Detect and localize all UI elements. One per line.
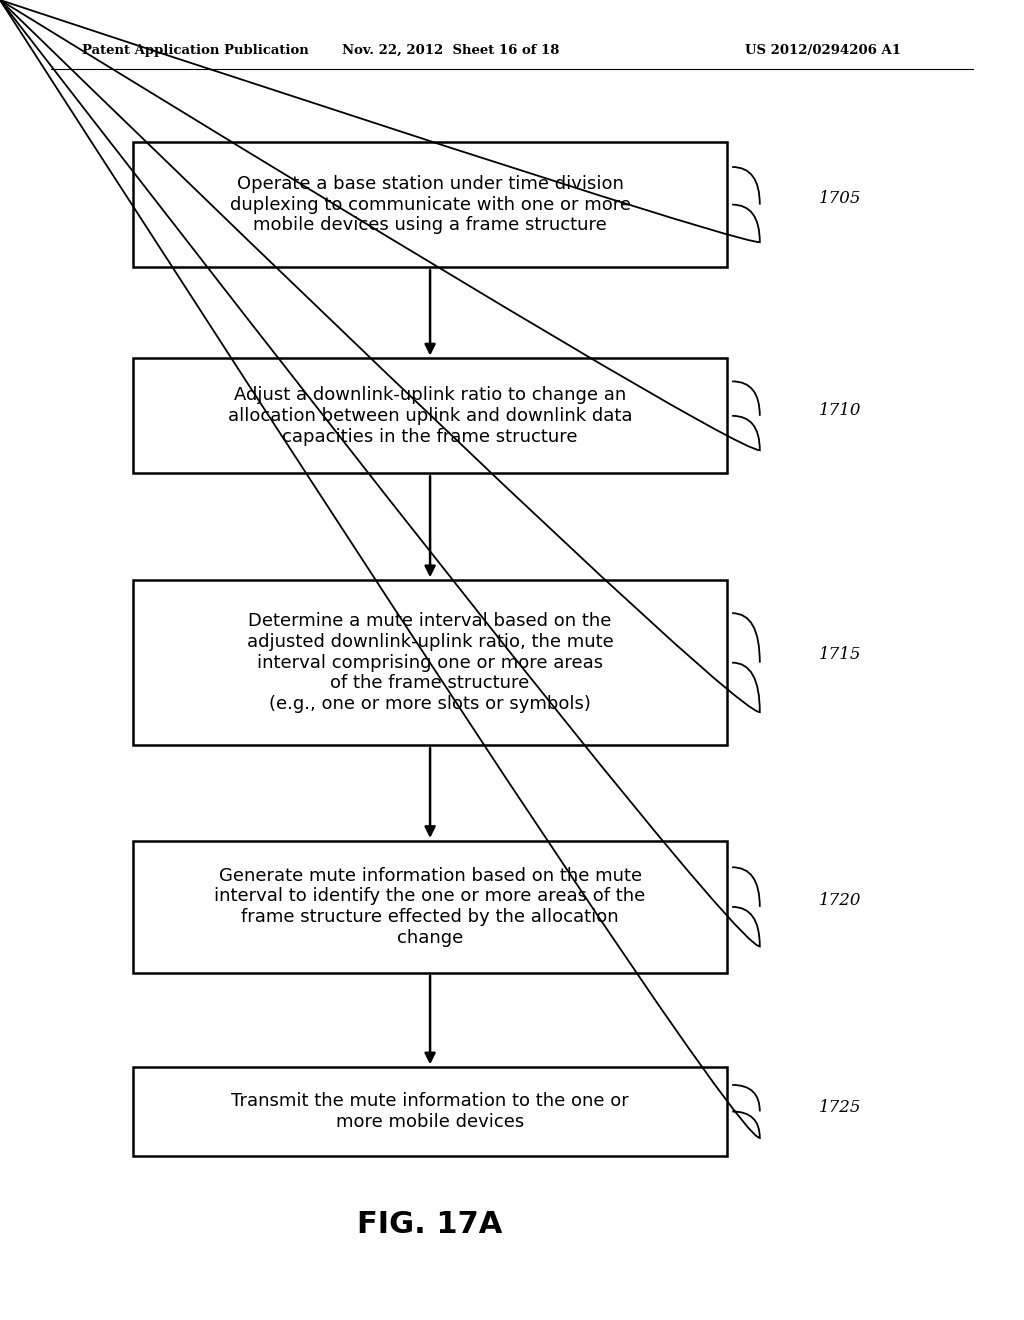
Text: Transmit the mute information to the one or
more mobile devices: Transmit the mute information to the one… <box>231 1092 629 1131</box>
Text: FIG. 17A: FIG. 17A <box>357 1210 503 1239</box>
Text: Operate a base station under time division
duplexing to communicate with one or : Operate a base station under time divisi… <box>229 174 631 235</box>
Bar <box>133 143 727 267</box>
Text: Generate mute information based on the mute
interval to identify the one or more: Generate mute information based on the m… <box>214 867 646 946</box>
Text: Patent Application Publication: Patent Application Publication <box>82 44 308 57</box>
Text: 1710: 1710 <box>819 401 862 418</box>
Text: 1725: 1725 <box>819 1098 862 1115</box>
Text: Nov. 22, 2012  Sheet 16 of 18: Nov. 22, 2012 Sheet 16 of 18 <box>342 44 559 57</box>
Text: Adjust a downlink-uplink ratio to change an
allocation between uplink and downli: Adjust a downlink-uplink ratio to change… <box>227 385 633 446</box>
Text: US 2012/0294206 A1: US 2012/0294206 A1 <box>745 44 901 57</box>
Text: 1715: 1715 <box>819 645 862 663</box>
Text: Determine a mute interval based on the
adjusted downlink-uplink ratio, the mute
: Determine a mute interval based on the a… <box>247 612 613 713</box>
Bar <box>133 1067 727 1156</box>
Bar <box>133 358 727 473</box>
Text: 1720: 1720 <box>819 892 862 908</box>
Text: 1705: 1705 <box>819 190 862 207</box>
Bar <box>133 581 727 744</box>
Bar <box>133 841 727 973</box>
